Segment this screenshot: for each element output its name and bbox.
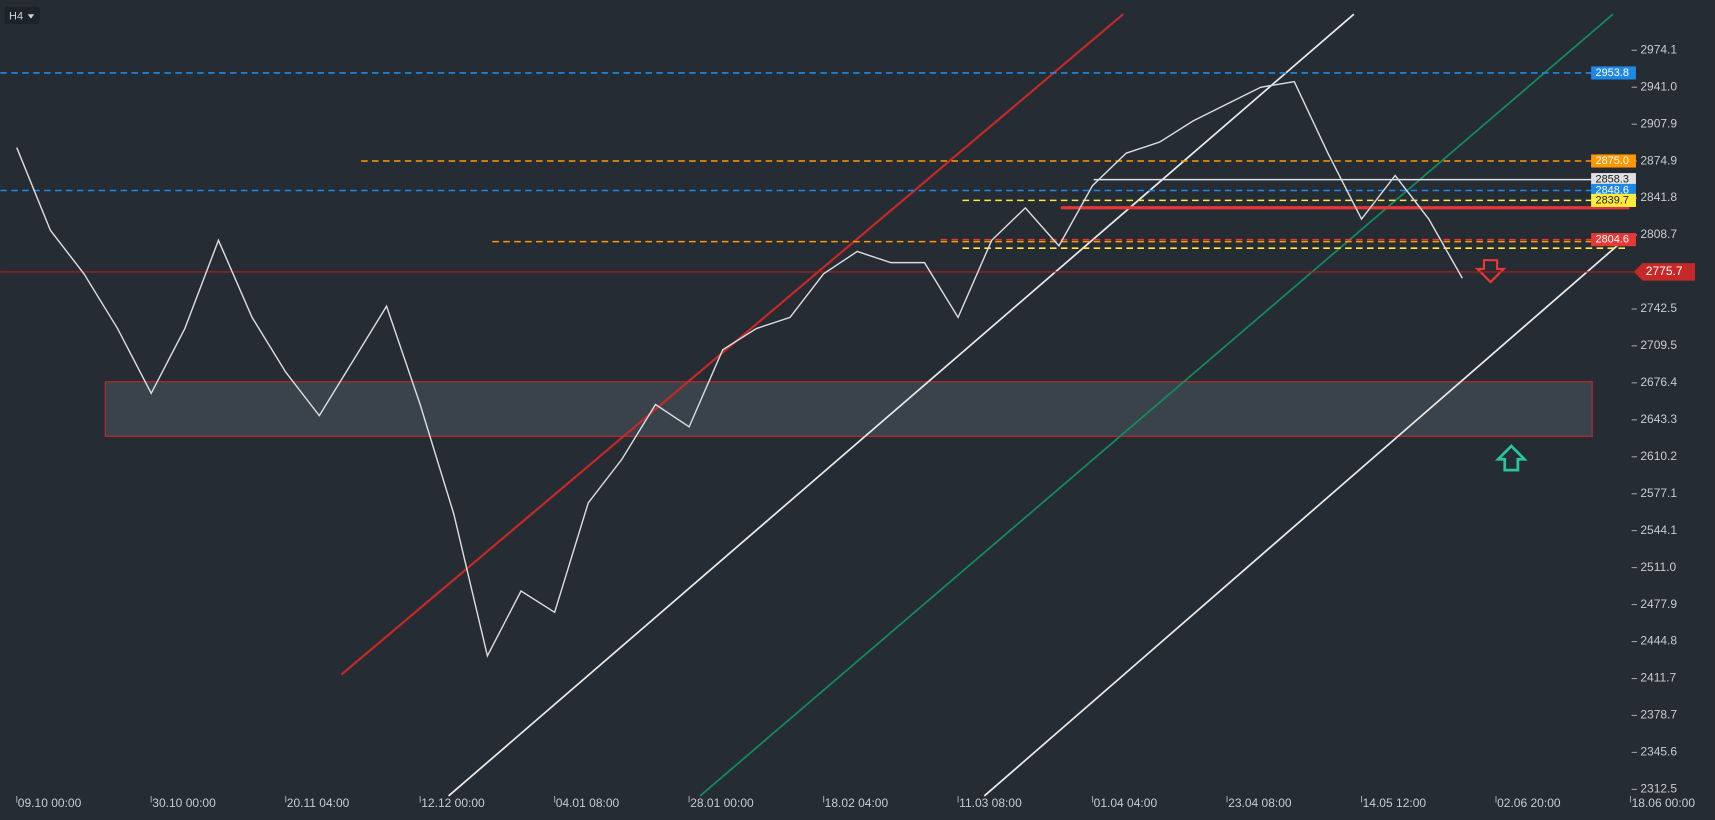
timeframe-button[interactable] — [4, 6, 40, 25]
dropdown-icon — [27, 14, 35, 19]
level-label: 2953.8 — [1596, 67, 1629, 79]
timeframe-label: H4 — [9, 10, 23, 22]
level-tag — [1591, 193, 1636, 207]
y-tick-label: 2577.1 — [1640, 486, 1677, 500]
y-tick-label: 2411.7 — [1640, 671, 1676, 685]
level-tag — [1591, 183, 1636, 198]
trend-line — [983, 234, 1630, 797]
x-tick-label: 30.10 00:00 — [152, 796, 216, 810]
y-tick-label: 2444.8 — [1640, 634, 1677, 648]
price-line — [16, 80, 1464, 658]
level-label: 2875.0 — [1596, 155, 1629, 167]
level-tag — [1591, 154, 1636, 168]
x-tick-label: 20.11 04:00 — [287, 796, 350, 810]
last-price-label: 2775.7 — [1646, 264, 1683, 278]
level-tag — [1591, 233, 1636, 247]
x-tick-label: 28.01 00:00 — [690, 796, 754, 810]
y-tick-label: 2511.0 — [1640, 560, 1676, 574]
y-tick-label: 2676.4 — [1640, 375, 1677, 389]
buy-arrow — [1494, 444, 1528, 472]
trend-line — [699, 13, 1614, 797]
y-tick-label: 2345.6 — [1640, 745, 1677, 759]
y-tick-label: 2841.8 — [1640, 190, 1677, 204]
x-tick-label: 04.01 08:00 — [556, 796, 620, 810]
trend-line — [448, 13, 1355, 797]
y-tick-label: 2974.1 — [1640, 42, 1677, 56]
level-label: 2839.7 — [1596, 194, 1629, 206]
y-tick-label: 2709.5 — [1640, 338, 1677, 352]
y-tick-label: 2610.2 — [1640, 449, 1677, 463]
x-tick-label: 02.06 20:00 — [1497, 796, 1561, 810]
y-tick-label: 2874.9 — [1640, 153, 1677, 167]
y-tick-label: 2312.5 — [1640, 782, 1677, 796]
level-tag — [1591, 173, 1636, 187]
x-tick-label: 23.04 08:00 — [1228, 796, 1292, 810]
level-label: 2804.6 — [1596, 234, 1629, 246]
y-tick-label: 2544.1 — [1640, 523, 1677, 537]
zone — [104, 381, 1593, 437]
y-tick-label: 2808.7 — [1640, 227, 1677, 241]
y-tick-label: 2378.7 — [1640, 708, 1677, 722]
level-label: 2858.3 — [1596, 174, 1629, 186]
x-tick-label: 12.12 00:00 — [421, 796, 485, 810]
level-tag — [1591, 66, 1636, 80]
drawings-layer — [104, 381, 1593, 437]
x-tick-label: 14.05 12:00 — [1363, 796, 1427, 810]
last-price-tag — [1633, 263, 1695, 281]
y-tick-label: 2742.5 — [1640, 301, 1677, 315]
x-tick-label: 18.06 00:00 — [1632, 796, 1696, 810]
y-tick-label: 2941.0 — [1640, 79, 1677, 93]
y-tick-label: 2477.9 — [1640, 597, 1677, 611]
x-tick-label: 18.02 04:00 — [825, 796, 889, 810]
x-tick-label: 11.03 08:00 — [959, 796, 1022, 810]
y-tick-label: 2643.3 — [1640, 412, 1677, 426]
y-tick-label: 2907.9 — [1640, 116, 1677, 130]
x-tick-label: 01.04 04:00 — [1094, 796, 1158, 810]
level-label: 2848.6 — [1596, 184, 1629, 196]
x-tick-label: 09.10 00:00 — [18, 796, 82, 810]
sell-arrow — [1474, 259, 1507, 284]
